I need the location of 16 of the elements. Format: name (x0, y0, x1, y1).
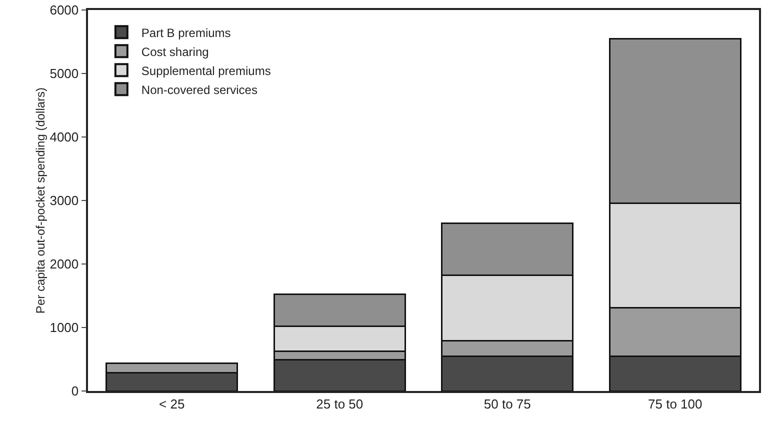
legend-label: Cost sharing (141, 44, 209, 59)
y-tick-label: 0 (71, 384, 79, 399)
legend-label: Supplemental premiums (141, 64, 271, 78)
y-tick-label: 3000 (50, 193, 79, 208)
x-tick-label: 75 to 100 (648, 396, 702, 412)
x-tick-label: 25 to 50 (316, 396, 364, 412)
y-tick-label: 4000 (50, 130, 79, 145)
x-tick-label: < 25 (159, 396, 185, 412)
x-tick-label: 50 to 75 (484, 396, 531, 412)
y-tick-label: 5000 (50, 66, 79, 82)
legend-label: Part B premiums (141, 26, 231, 40)
y-tick-label: 6000 (50, 2, 79, 18)
y-tick-label: 2000 (50, 256, 79, 272)
y-axis-title: Per capita out-of-pocket spending (dollars) (34, 87, 48, 314)
y-tick-label: 1000 (50, 320, 79, 336)
legend-label: Non-covered services (141, 82, 258, 97)
